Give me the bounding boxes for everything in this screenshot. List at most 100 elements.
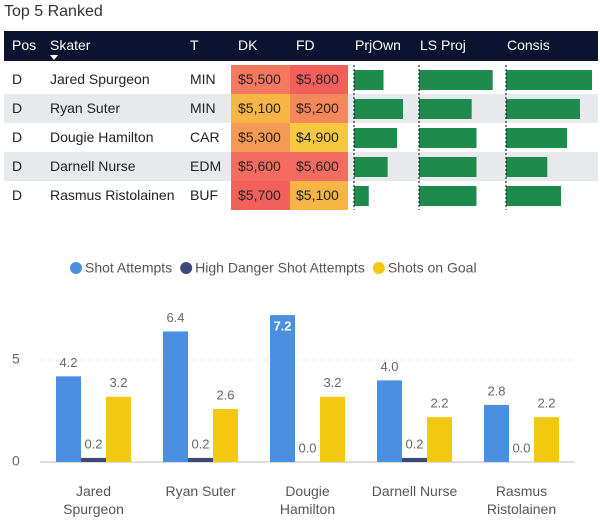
legend-label: High Danger Shot Attempts [195,260,365,276]
x-tick-label: Rasmus Ristolainen [486,483,557,517]
table-title: Top 5 Ranked [4,3,103,20]
x-tick-label: Jared Spurgeon [63,483,124,517]
table-cell: $5,800 [296,71,339,87]
value-label: 0.0 [298,440,316,455]
legend-marker [372,262,385,274]
heat-cell [231,65,290,94]
table-cell: MIN [190,100,216,116]
value-label: 6.4 [166,310,184,325]
sort-arrow [50,55,58,60]
heat-cell [231,94,290,123]
legend-label: Shots on Goal [388,260,477,276]
data-bar [506,70,592,90]
data-bar [506,157,548,177]
value-label: 2.6 [216,387,234,402]
heat-cell [290,123,348,152]
heat-cell [231,152,290,181]
value-label: 0.2 [405,436,423,451]
data-bar [419,128,477,148]
table-cell: $5,200 [296,100,339,116]
table-cell: D [12,129,23,145]
bar [377,380,402,462]
bar [534,417,559,462]
data-bar [506,128,568,148]
table-cell: $5,500 [238,71,281,87]
x-tick-label: Darnell Nurse [371,483,458,499]
heat-cell [290,152,348,181]
table-header [4,31,598,61]
value-label: 2.8 [487,383,505,398]
heat-cell [231,123,290,152]
legend-marker [180,262,193,274]
value-label: 3.2 [109,375,127,390]
table-cell: $5,100 [238,100,281,116]
table-cell: CAR [190,129,220,145]
data-bar [354,99,403,119]
value-label: 7.2 [273,319,291,334]
value-label: 0.2 [84,436,102,451]
table-cell: $5,600 [238,158,281,174]
value-label: 0.0 [512,440,530,455]
table-cell: EDM [190,158,222,174]
bar [427,417,452,462]
data-bar [354,70,384,90]
table-cell: $5,600 [296,158,339,174]
table-cell: $4,900 [296,129,339,145]
data-bar [506,99,580,119]
column-header: Skater [50,37,91,53]
table-cell: D [12,158,23,174]
bar [213,408,238,462]
table-cell: BUF [190,187,218,203]
bar [402,457,427,462]
heat-cell [290,181,348,210]
data-bar [419,186,477,206]
data-bar [506,186,562,206]
y-tick-label: 0 [12,453,20,469]
table-cell: Rasmus Ristolainen [50,187,175,203]
table-cell: Dougie Hamilton [50,129,154,145]
table-cell: Jared Spurgeon [50,71,150,87]
value-label: 4.0 [380,359,398,374]
data-bar [419,99,472,119]
table-cell: D [12,71,23,87]
data-bar [354,186,369,206]
bar [106,396,131,462]
column-header: Pos [12,37,37,53]
column-header: LS Proj [420,37,466,53]
bar [81,457,106,462]
table-cell: D [12,100,23,116]
x-tick-label: Dougie Hamilton [279,483,336,517]
column-header: Consis [507,37,550,53]
table-cell: $5,700 [238,187,281,203]
table-cell: MIN [190,71,216,87]
bar [56,376,81,462]
value-label: 2.2 [430,396,448,411]
value-label: 3.2 [323,375,341,390]
column-header: DK [238,37,258,53]
data-bar [354,157,388,177]
column-header: T [190,37,199,53]
bar [270,315,295,462]
column-header: PrjOwn [355,37,401,53]
table-cell: Darnell Nurse [50,158,136,174]
value-label: 0.2 [191,436,209,451]
data-bar [354,128,398,148]
legend-label: Shot Attempts [85,260,172,276]
heat-cell [290,94,348,123]
x-tick-label: Ryan Suter [165,483,236,499]
heat-cell [290,65,348,94]
table-cell: $5,300 [238,129,281,145]
value-label: 2.2 [537,396,555,411]
table-cell: D [12,187,23,203]
bar [188,457,213,462]
bar [163,331,188,462]
bar [484,404,509,462]
column-header: FD [296,37,315,53]
value-label: 4.2 [59,355,77,370]
heat-cell [231,181,290,210]
data-bar [419,157,477,177]
legend-marker [70,262,82,274]
table-cell: $5,100 [296,187,339,203]
